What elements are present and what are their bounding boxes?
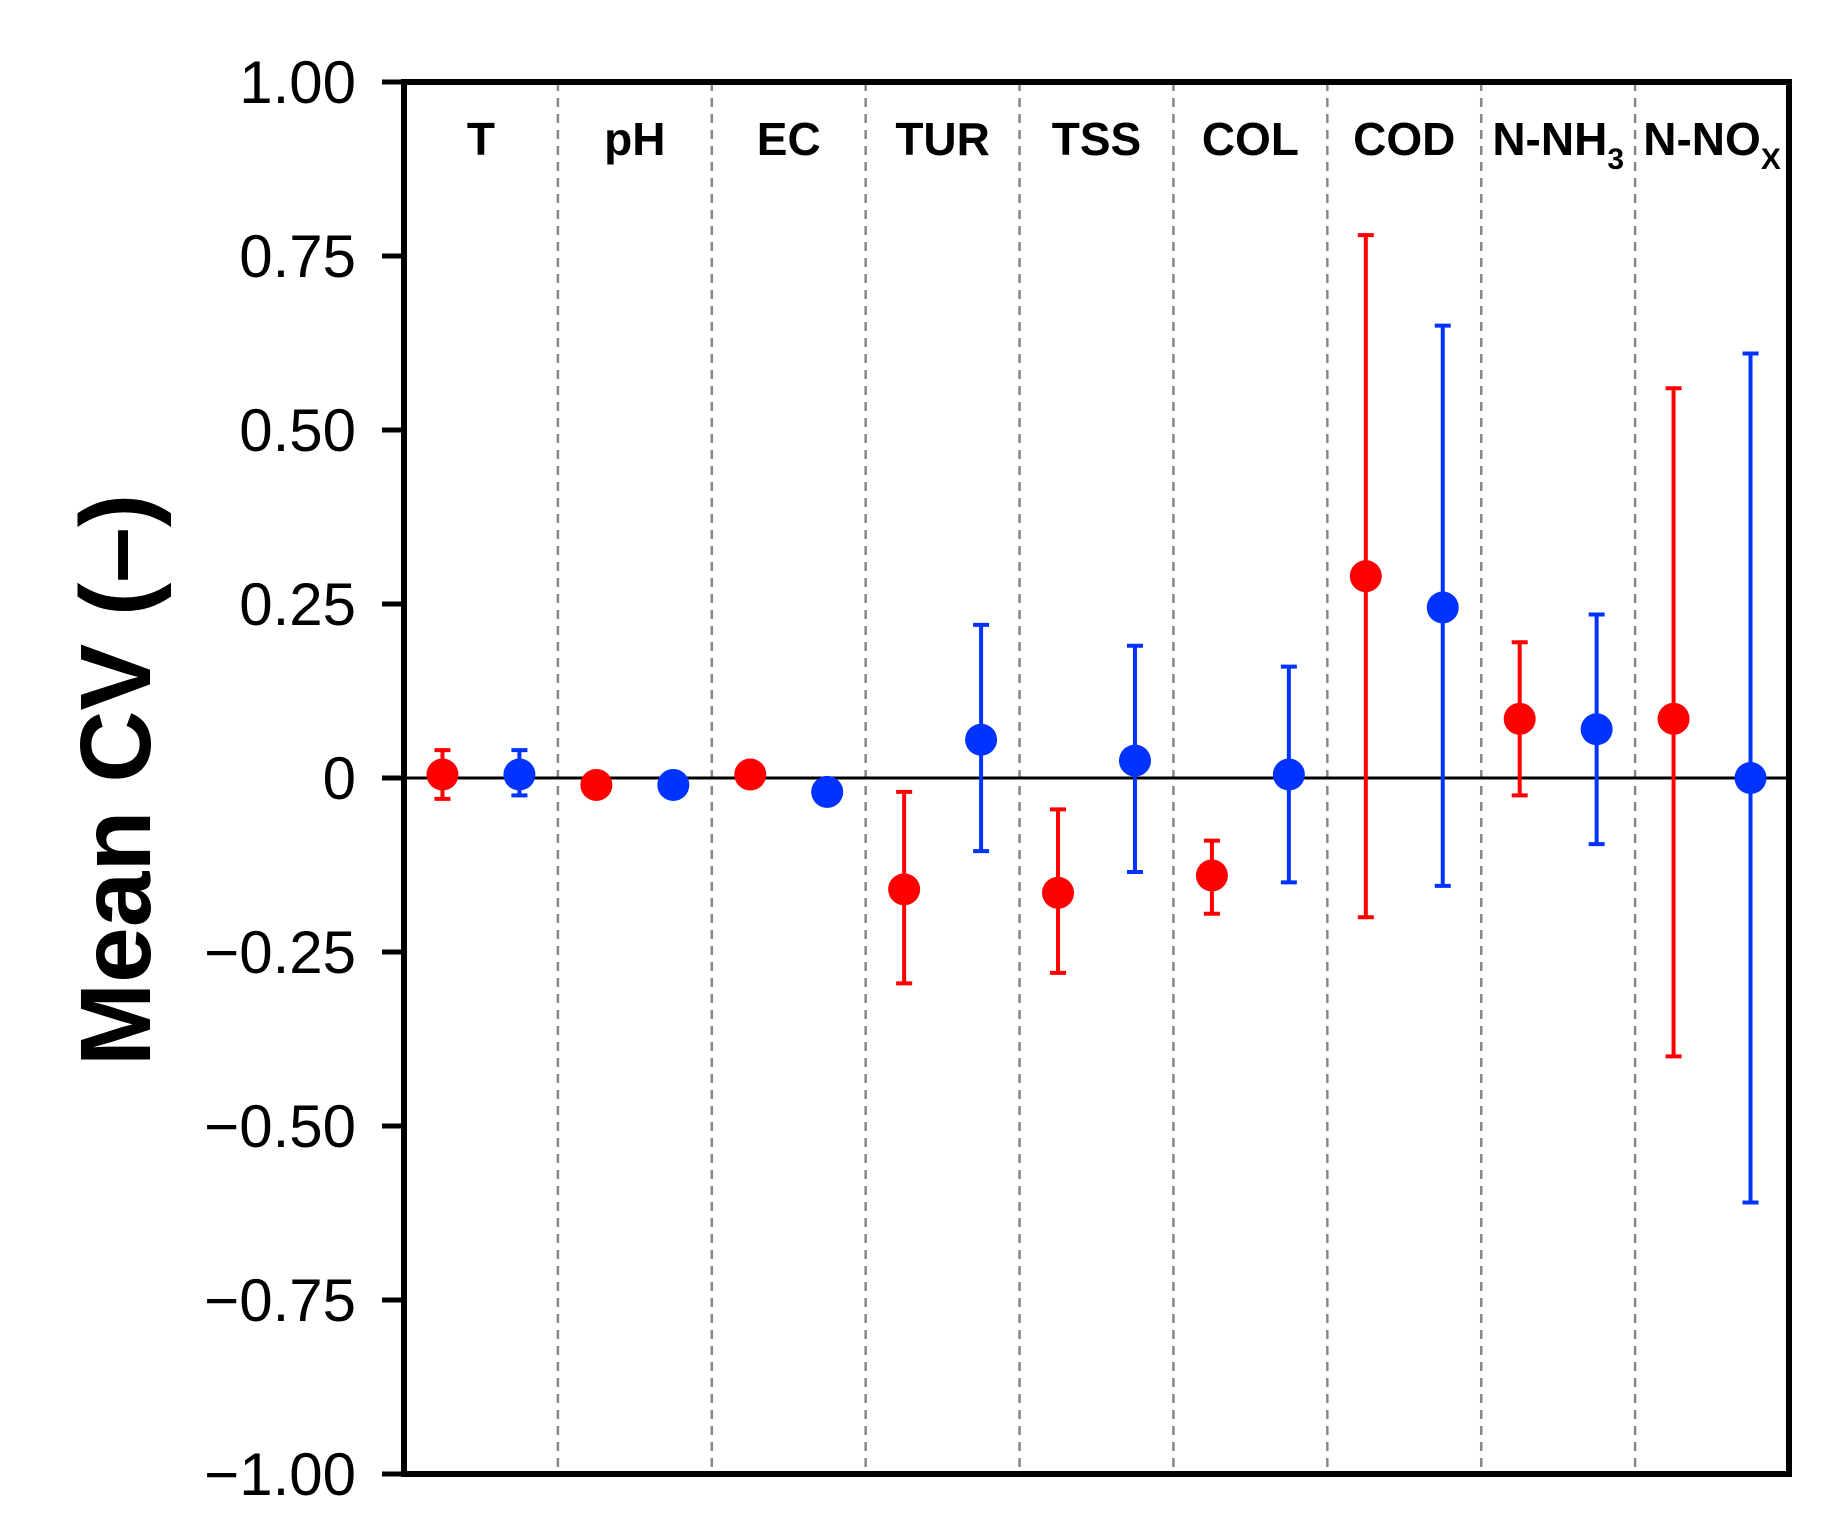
red-series-point-group xyxy=(734,758,767,791)
blue-data-point xyxy=(503,758,536,791)
red-series-point-group xyxy=(1503,640,1536,798)
blue-series-point-group xyxy=(965,622,998,854)
y-tick-label: −0.25 xyxy=(204,919,356,986)
y-tick-label: −0.50 xyxy=(204,1093,356,1160)
red-series-point-group xyxy=(1657,386,1690,1059)
category-label-text: N-NO xyxy=(1643,113,1761,165)
category-label: N-NH3 xyxy=(1492,113,1624,176)
red-data-point xyxy=(734,758,767,791)
plot-area-frame xyxy=(401,79,1792,1477)
blue-data-point xyxy=(657,768,690,801)
category-label: N-NOX xyxy=(1643,113,1781,176)
y-tick-label: −1.00 xyxy=(204,1441,356,1508)
y-tick-label: 1.00 xyxy=(239,49,356,116)
blue-data-point xyxy=(965,723,998,756)
red-data-point xyxy=(1349,560,1382,593)
category-label-text: TUR xyxy=(895,113,990,165)
red-series-point-group xyxy=(1349,233,1382,920)
category-label-text: EC xyxy=(757,113,821,165)
category-label: pH xyxy=(604,113,665,165)
y-tick-label: 0.50 xyxy=(239,397,356,464)
blue-data-point xyxy=(1734,762,1767,794)
red-data-point xyxy=(580,768,613,801)
category-label-text: TSS xyxy=(1052,113,1141,165)
blue-series-point-group xyxy=(657,768,690,801)
y-tick-label: −0.75 xyxy=(204,1267,356,1334)
blue-data-point xyxy=(811,775,844,808)
blue-series-point-group xyxy=(1426,323,1459,888)
blue-data-point xyxy=(1272,758,1305,791)
category-label-text: pH xyxy=(604,113,665,165)
blue-series-point-group xyxy=(1118,643,1151,874)
red-data-point xyxy=(1657,702,1690,735)
blue-series-point-group xyxy=(1580,612,1613,847)
y-tick-label: 0.25 xyxy=(239,571,356,638)
red-data-point xyxy=(426,758,459,791)
category-label: COL xyxy=(1202,113,1299,165)
category-label-text: COD xyxy=(1353,113,1455,165)
blue-series-point-group xyxy=(503,748,536,798)
category-label: EC xyxy=(757,113,821,165)
blue-series-point-group xyxy=(1272,664,1305,885)
y-axis-label: Mean CV (–) xyxy=(60,494,172,1066)
red-series-point-group xyxy=(426,748,459,801)
red-data-point xyxy=(1195,859,1228,892)
blue-series-point-group xyxy=(1734,351,1767,1205)
category-label: COD xyxy=(1353,113,1455,165)
category-label-subscript: 3 xyxy=(1607,143,1624,176)
red-series-point-group xyxy=(1042,807,1075,975)
red-data-point xyxy=(1503,702,1536,735)
y-tick-label: 0 xyxy=(323,745,356,812)
category-label: TSS xyxy=(1052,113,1141,165)
red-data-point xyxy=(1042,876,1075,909)
category-label-text: COL xyxy=(1202,113,1299,165)
category-label: T xyxy=(467,113,495,165)
blue-data-point xyxy=(1426,591,1459,624)
red-series-point-group xyxy=(580,768,613,801)
category-label-subscript: X xyxy=(1761,143,1781,176)
category-label-text: T xyxy=(467,113,495,165)
blue-series-point-group xyxy=(811,775,844,808)
y-tick-label: 0.75 xyxy=(239,223,356,290)
category-label-text: N-NH xyxy=(1492,113,1607,165)
red-data-point xyxy=(888,873,921,906)
red-series-point-group xyxy=(888,789,921,986)
blue-data-point xyxy=(1580,713,1613,746)
red-series-point-group xyxy=(1195,838,1228,916)
category-label: TUR xyxy=(895,113,990,165)
blue-data-point xyxy=(1118,744,1151,777)
